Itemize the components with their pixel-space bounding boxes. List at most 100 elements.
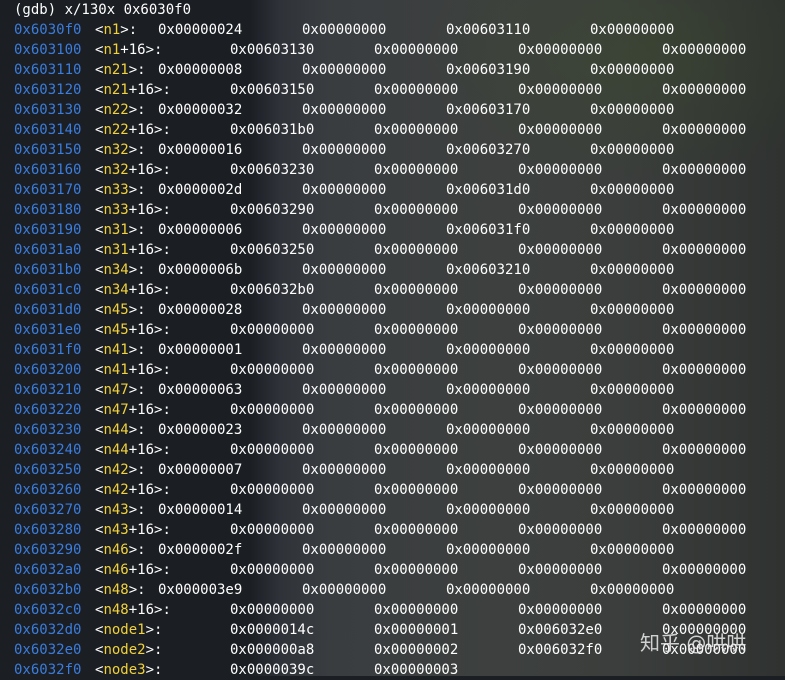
memory-value: 0x00000000	[662, 242, 747, 258]
memory-value: 0x006032b0	[230, 282, 315, 298]
symbol-label: <n48+16>:	[95, 602, 171, 618]
memory-value: 0x00000000	[590, 342, 675, 358]
memory-row: 0x6031e0 <n45+16>: 0x00000000 0x00000000 0x0…	[14, 320, 785, 340]
memory-value: 0x00000000	[230, 402, 315, 418]
symbol-suffix: >:	[128, 102, 146, 118]
memory-value: 0x0000002f	[158, 542, 243, 558]
address: 0x603140	[14, 122, 82, 138]
memory-value: 0x00603130	[230, 42, 315, 58]
memory-row: 0x603130 <n22>: 0x00000032 0x00000000 0x0060…	[14, 100, 785, 120]
memory-value: 0x00000000	[302, 502, 387, 518]
memory-value: 0x00000000	[446, 382, 531, 398]
memory-row: 0x6032d0 <node1>: 0x0000014c 0x00000001 0x00…	[14, 620, 785, 640]
memory-value: 0x006031f0	[446, 222, 531, 238]
memory-value: 0x00000000	[374, 322, 459, 338]
memory-value: 0x00000000	[374, 522, 459, 538]
symbol-label: <n48>:	[95, 582, 146, 598]
memory-value: 0x006032e0	[518, 622, 603, 638]
memory-value: 0x00000000	[446, 462, 531, 478]
symbol-name: node2	[103, 642, 146, 658]
symbol-label: <n33+16>:	[95, 202, 171, 218]
memory-value: 0x00000014	[158, 502, 243, 518]
address: 0x6032c0	[14, 602, 82, 618]
background-tint	[420, 0, 785, 180]
symbol-label: <node1>:	[95, 622, 163, 638]
symbol-suffix: >:	[128, 462, 146, 478]
symbol-label: <n42>:	[95, 462, 146, 478]
address: 0x603220	[14, 402, 82, 418]
address: 0x6031a0	[14, 242, 82, 258]
memory-value: 0x00000000	[446, 582, 531, 598]
memory-value: 0x00000032	[158, 102, 243, 118]
symbol-suffix: >:	[128, 142, 146, 158]
symbol-name: node1	[103, 622, 146, 638]
memory-value: 0x00000000	[590, 502, 675, 518]
memory-value: 0x00000000	[302, 422, 387, 438]
symbol-label: <n46+16>:	[95, 562, 171, 578]
symbol-suffix: +16>:	[128, 402, 171, 418]
memory-value: 0x00000000	[230, 322, 315, 338]
symbol-name: n22	[103, 102, 129, 118]
symbol-name: n46	[103, 562, 129, 578]
memory-value: 0x00000000	[518, 322, 603, 338]
symbol-label: <n33>:	[95, 182, 146, 198]
symbol-label: <n47+16>:	[95, 402, 171, 418]
gdb-terminal[interactable]: (gdb) x/130x 0x6030f0 0x6030f0 <n1>: 0x000…	[14, 0, 785, 680]
memory-value: 0x00000000	[302, 542, 387, 558]
memory-value: 0x00000024	[158, 22, 243, 38]
watermark: 知乎 @哄哄	[640, 631, 747, 655]
memory-value: 0x00000028	[158, 302, 243, 318]
symbol-label: <n42+16>:	[95, 482, 171, 498]
memory-row: 0x603270 <n43>: 0x00000014 0x00000000 0x0000…	[14, 500, 785, 520]
address: 0x603210	[14, 382, 82, 398]
address: 0x603130	[14, 102, 82, 118]
memory-value: 0x00000000	[590, 382, 675, 398]
memory-value: 0x00000000	[518, 402, 603, 418]
address: 0x603230	[14, 422, 82, 438]
memory-value: 0x0000014c	[230, 622, 315, 638]
symbol-label: <n43>:	[95, 502, 146, 518]
symbol-suffix: >:	[128, 542, 146, 558]
symbol-label: <n21>:	[95, 62, 146, 78]
symbol-suffix: +16>:	[128, 282, 171, 298]
memory-value: 0x00000000	[446, 422, 531, 438]
memory-value: 0x00000000	[590, 422, 675, 438]
memory-row: 0x603250 <n42>: 0x00000007 0x00000000 0x0000…	[14, 460, 785, 480]
memory-value: 0x00000000	[374, 162, 459, 178]
symbol-label: <n41>:	[95, 342, 146, 358]
memory-value: 0x00000000	[590, 262, 675, 278]
memory-value: 0x00000000	[374, 602, 459, 618]
memory-row: 0x603140 <n22+16>: 0x006031b0 0x00000000 0x0…	[14, 120, 785, 140]
address: 0x603110	[14, 62, 82, 78]
memory-value: 0x00000000	[302, 462, 387, 478]
memory-value: 0x00000000	[662, 482, 747, 498]
memory-row: 0x6031a0 <n31+16>: 0x00603250 0x00000000 0x0…	[14, 240, 785, 260]
address: 0x603260	[14, 482, 82, 498]
memory-value: 0x00000000	[374, 242, 459, 258]
symbol-label: <n45>:	[95, 302, 146, 318]
memory-value: 0x00000000	[662, 562, 747, 578]
memory-row: 0x603190 <n31>: 0x00000006 0x00000000 0x0060…	[14, 220, 785, 240]
symbol-label: <n47>:	[95, 382, 146, 398]
symbol-name: n42	[103, 482, 129, 498]
address: 0x603100	[14, 42, 82, 58]
memory-value: 0x00000000	[590, 142, 675, 158]
memory-value: 0x00603110	[446, 22, 531, 38]
symbol-suffix: >:	[128, 342, 146, 358]
memory-value: 0x0000002d	[158, 182, 243, 198]
symbol-label: <n43+16>:	[95, 522, 171, 538]
symbol-name: n45	[103, 302, 129, 318]
address: 0x6032a0	[14, 562, 82, 578]
memory-value: 0x00000016	[158, 142, 243, 158]
symbol-suffix: >:	[128, 502, 146, 518]
memory-value: 0x00000000	[590, 582, 675, 598]
memory-value: 0x00000000	[374, 442, 459, 458]
memory-row: 0x6030f0 <n1>: 0x00000024 0x00000000 0x00603…	[14, 20, 785, 40]
symbol-suffix: +16>:	[128, 482, 171, 498]
symbol-label: <n45+16>:	[95, 322, 171, 338]
memory-value: 0x00000000	[590, 302, 675, 318]
address: 0x603200	[14, 362, 82, 378]
symbol-name: n41	[103, 342, 129, 358]
symbol-name: n21	[103, 82, 129, 98]
